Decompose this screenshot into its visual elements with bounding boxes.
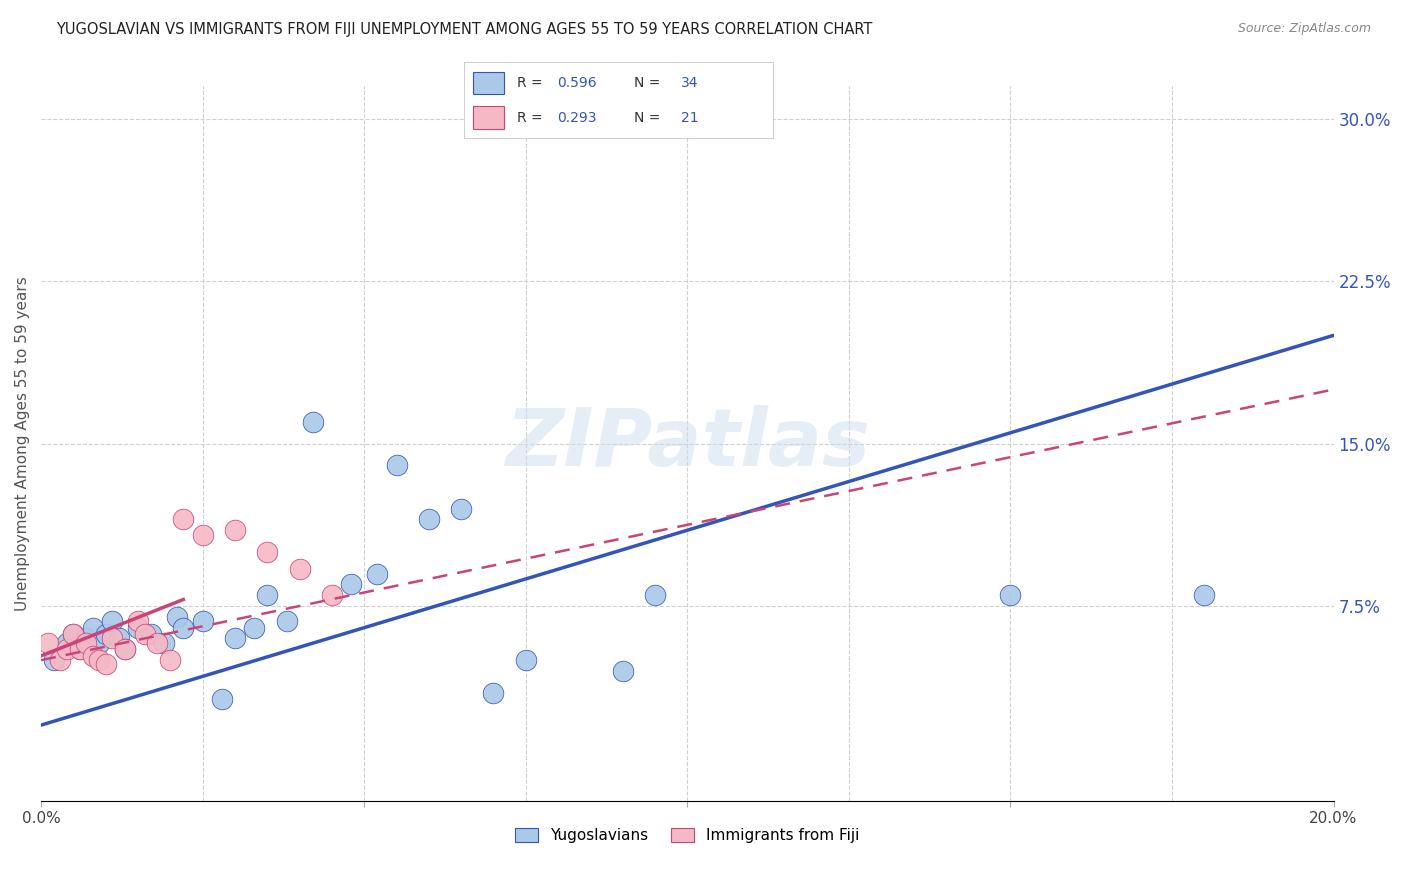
- FancyBboxPatch shape: [474, 71, 505, 95]
- Text: 0.596: 0.596: [557, 76, 596, 90]
- Legend: Yugoslavians, Immigrants from Fiji: Yugoslavians, Immigrants from Fiji: [515, 828, 859, 843]
- Point: [107, 632, 129, 646]
- Text: YUGOSLAVIAN VS IMMIGRANTS FROM FIJI UNEMPLOYMENT AMONG AGES 55 TO 59 YEARS CORRE: YUGOSLAVIAN VS IMMIGRANTS FROM FIJI UNEM…: [56, 22, 873, 37]
- Point: [37, 636, 59, 650]
- Point: [146, 636, 169, 650]
- Point: [114, 642, 136, 657]
- Text: 34: 34: [681, 76, 697, 90]
- Point: [89, 636, 111, 650]
- Y-axis label: Unemployment Among Ages 55 to 59 years: Unemployment Among Ages 55 to 59 years: [15, 277, 30, 611]
- Point: [166, 610, 188, 624]
- Text: Source: ZipAtlas.com: Source: ZipAtlas.com: [1237, 22, 1371, 36]
- Point: [172, 512, 194, 526]
- Point: [288, 562, 311, 576]
- Point: [612, 664, 634, 678]
- Point: [301, 415, 323, 429]
- Point: [42, 653, 65, 667]
- Point: [62, 627, 84, 641]
- Point: [340, 577, 363, 591]
- Point: [62, 627, 84, 641]
- Point: [418, 512, 440, 526]
- Text: R =: R =: [516, 76, 547, 90]
- Point: [1000, 588, 1022, 602]
- Point: [1194, 588, 1216, 602]
- Text: 0.293: 0.293: [557, 111, 596, 125]
- Point: [321, 588, 343, 602]
- Point: [256, 545, 278, 559]
- Point: [224, 632, 246, 646]
- Point: [56, 636, 79, 650]
- Point: [127, 621, 149, 635]
- Point: [153, 636, 176, 650]
- Point: [101, 632, 124, 646]
- Point: [82, 621, 104, 635]
- Point: [385, 458, 408, 473]
- Point: [89, 653, 111, 667]
- Point: [191, 614, 214, 628]
- Point: [114, 642, 136, 657]
- Point: [172, 621, 194, 635]
- Point: [94, 627, 117, 641]
- Point: [82, 648, 104, 663]
- FancyBboxPatch shape: [474, 106, 505, 129]
- Text: R =: R =: [516, 111, 547, 125]
- Point: [515, 653, 537, 667]
- Point: [69, 642, 91, 657]
- Point: [69, 642, 91, 657]
- Text: N =: N =: [634, 111, 665, 125]
- Point: [75, 636, 97, 650]
- Point: [94, 657, 117, 672]
- Point: [101, 614, 124, 628]
- Point: [211, 692, 233, 706]
- Point: [191, 527, 214, 541]
- Text: ZIPatlas: ZIPatlas: [505, 405, 870, 483]
- Text: N =: N =: [634, 76, 665, 90]
- Point: [366, 566, 388, 581]
- Point: [127, 614, 149, 628]
- Text: 21: 21: [681, 111, 699, 125]
- Point: [49, 653, 72, 667]
- Point: [450, 501, 472, 516]
- Point: [134, 627, 156, 641]
- Point: [159, 653, 181, 667]
- Point: [139, 627, 162, 641]
- Point: [75, 632, 97, 646]
- Point: [644, 588, 666, 602]
- Point: [56, 642, 79, 657]
- Point: [482, 685, 505, 699]
- Point: [243, 621, 266, 635]
- Point: [276, 614, 298, 628]
- Point: [224, 523, 246, 537]
- Point: [256, 588, 278, 602]
